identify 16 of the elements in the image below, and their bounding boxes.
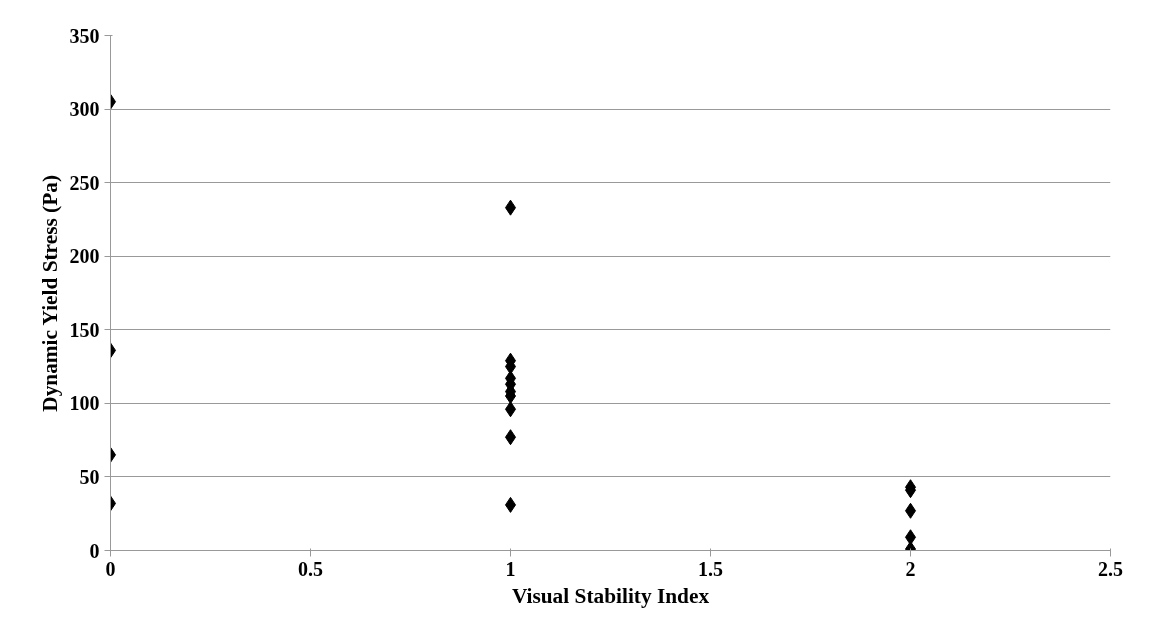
y-tick-label: 200 — [69, 245, 100, 268]
y-tick-label: 100 — [69, 392, 100, 415]
y-tick-label: 150 — [69, 318, 100, 341]
x-tick-label: 1.5 — [698, 557, 723, 580]
x-tick-label: 1 — [505, 557, 516, 580]
x-tick-label: 2 — [905, 557, 916, 580]
x-tick-label: 0 — [105, 557, 116, 580]
y-tick-label: 350 — [69, 24, 100, 47]
y-axis-title: Dynamic Yield Stress (Pa) — [37, 175, 62, 412]
x-tick-label: 0.5 — [298, 557, 323, 580]
y-tick-label: 50 — [79, 465, 100, 488]
y-tick-label: 250 — [69, 171, 100, 194]
y-tick-label: 300 — [69, 98, 100, 121]
x-axis-title: Visual Stability Index — [511, 583, 710, 608]
y-tick-label: 0 — [89, 539, 100, 562]
x-tick-label: 2.5 — [1098, 557, 1123, 580]
